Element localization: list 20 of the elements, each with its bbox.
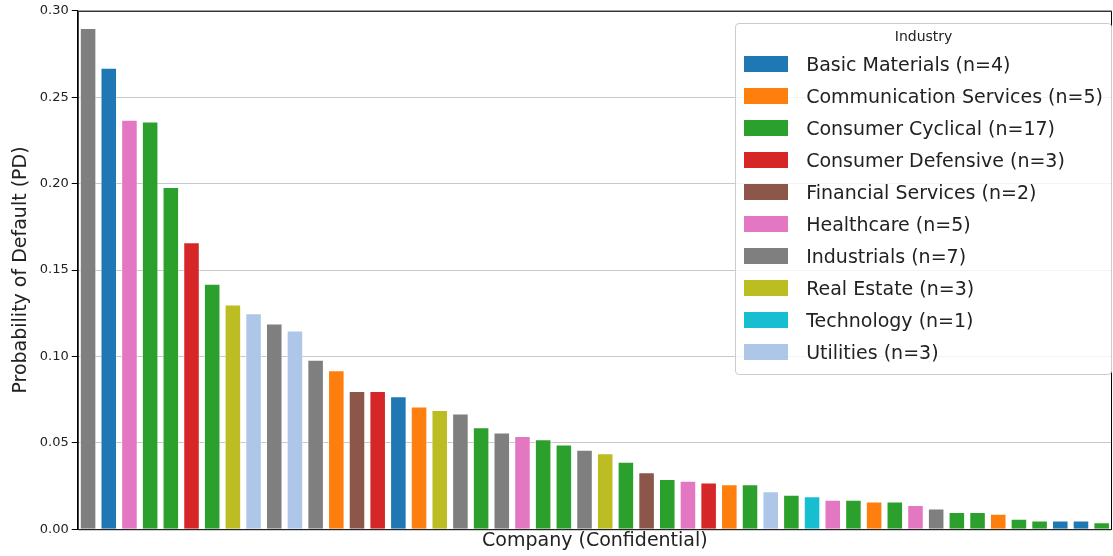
y-tick-label: 0.00 (39, 520, 69, 536)
legend-label: Industrials (n=7) (806, 245, 967, 267)
y-tick-label: 0.20 (39, 174, 69, 190)
legend-title: Industry (893, 28, 954, 44)
y-tick-label: 0.30 (39, 2, 69, 18)
legend-label: Communication Services (n=5) (806, 85, 1103, 107)
legend-label: Consumer Defensive (n=3) (806, 149, 1065, 171)
legend-label: Consumer Cyclical (n=17) (806, 117, 1055, 139)
y-tick-label: 0.05 (39, 434, 69, 450)
y-tick-label: 0.15 (39, 261, 69, 277)
legend-label: Basic Materials (n=4) (806, 53, 1011, 75)
legend-label: Real Estate (n=3) (806, 277, 975, 299)
legend-label: Technology (n=1) (806, 309, 974, 331)
legend-label: Financial Services (n=2) (806, 181, 1037, 203)
legend-label: Healthcare (n=5) (806, 213, 971, 235)
y-tick-label: 0.25 (39, 88, 69, 104)
y-tick-label: 0.10 (39, 347, 69, 363)
legend-label: Utilities (n=3) (806, 341, 939, 363)
x-axis-title: Company (Confidential) (482, 527, 708, 550)
y-axis-title: Probability of Default (PD) (8, 146, 31, 394)
